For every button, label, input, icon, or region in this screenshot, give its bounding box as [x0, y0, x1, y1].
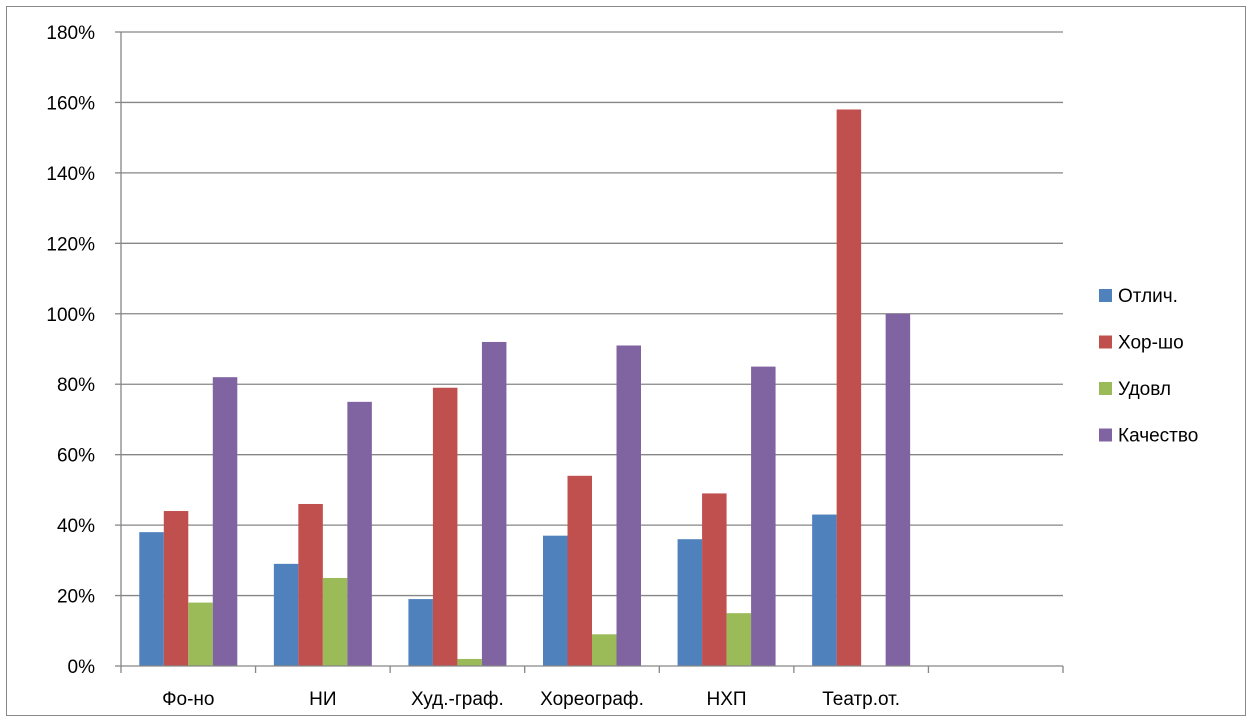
- bar-Хор-шо: [163, 511, 189, 666]
- y-tick-label: 100%: [46, 305, 95, 326]
- bar-Отлич.: [812, 514, 837, 666]
- legend: Отлич. Хор-шо Удовл Качество: [1099, 286, 1198, 447]
- bar-Качество: [885, 313, 911, 666]
- x-tick-label: Худ.-граф.: [411, 689, 504, 710]
- bar-Удовл: [592, 634, 617, 666]
- y-tick-label: 40%: [57, 516, 95, 537]
- bar-Хор-шо: [702, 493, 727, 666]
- bar-Удовл: [188, 602, 213, 666]
- bar-Отлич.: [677, 539, 703, 666]
- y-tick-label: 0%: [68, 657, 96, 678]
- bar-Удовл: [457, 658, 482, 666]
- y-tick-label: 160%: [46, 93, 95, 114]
- x-tick-label: Хореограф.: [540, 689, 644, 710]
- bar-Удовл: [322, 577, 348, 666]
- bar-Отлич.: [139, 532, 164, 666]
- bars: [139, 109, 911, 666]
- x-tick-label: НИ: [309, 689, 336, 710]
- bar-Хор-шо: [432, 387, 458, 666]
- legend-swatch: [1099, 428, 1112, 442]
- bar-Отлич.: [408, 599, 433, 666]
- legend-label: Качество: [1118, 426, 1198, 447]
- bar-Качество: [751, 366, 776, 666]
- bar-Удовл: [726, 613, 752, 666]
- legend-swatch: [1099, 382, 1112, 395]
- y-tick-label: 80%: [57, 375, 95, 396]
- y-tick-label: 60%: [57, 446, 95, 467]
- y-tick-label: 20%: [57, 587, 95, 608]
- legend-label: Хор-шо: [1118, 333, 1184, 354]
- x-tick-label: Фо-но: [162, 689, 214, 710]
- bar-Отлич.: [543, 535, 568, 666]
- legend-label: Удовл: [1118, 379, 1171, 400]
- bar-Хор-шо: [836, 109, 862, 666]
- x-tick-label: НХП: [707, 689, 747, 710]
- y-tick-label: 180%: [46, 23, 95, 44]
- bar-Качество: [481, 341, 507, 666]
- bar-Качество: [212, 377, 238, 666]
- legend-label: Отлич.: [1118, 286, 1178, 307]
- bar-Хор-шо: [298, 503, 323, 666]
- axes: 0% 20% 40% 60% 80% 100% 120% 140% 160% 180% Фо-но Н…: [46, 23, 1064, 710]
- bar-Отлич.: [273, 563, 299, 666]
- x-tick-label: Театр.от.: [822, 689, 900, 710]
- legend-swatch: [1099, 335, 1112, 349]
- bar-Хор-шо: [567, 475, 592, 666]
- y-tick-label: 120%: [46, 234, 95, 255]
- bar-Качество: [347, 401, 372, 666]
- legend-swatch: [1099, 289, 1112, 302]
- y-tick-label: 140%: [46, 164, 95, 185]
- bar-Качество: [616, 345, 641, 666]
